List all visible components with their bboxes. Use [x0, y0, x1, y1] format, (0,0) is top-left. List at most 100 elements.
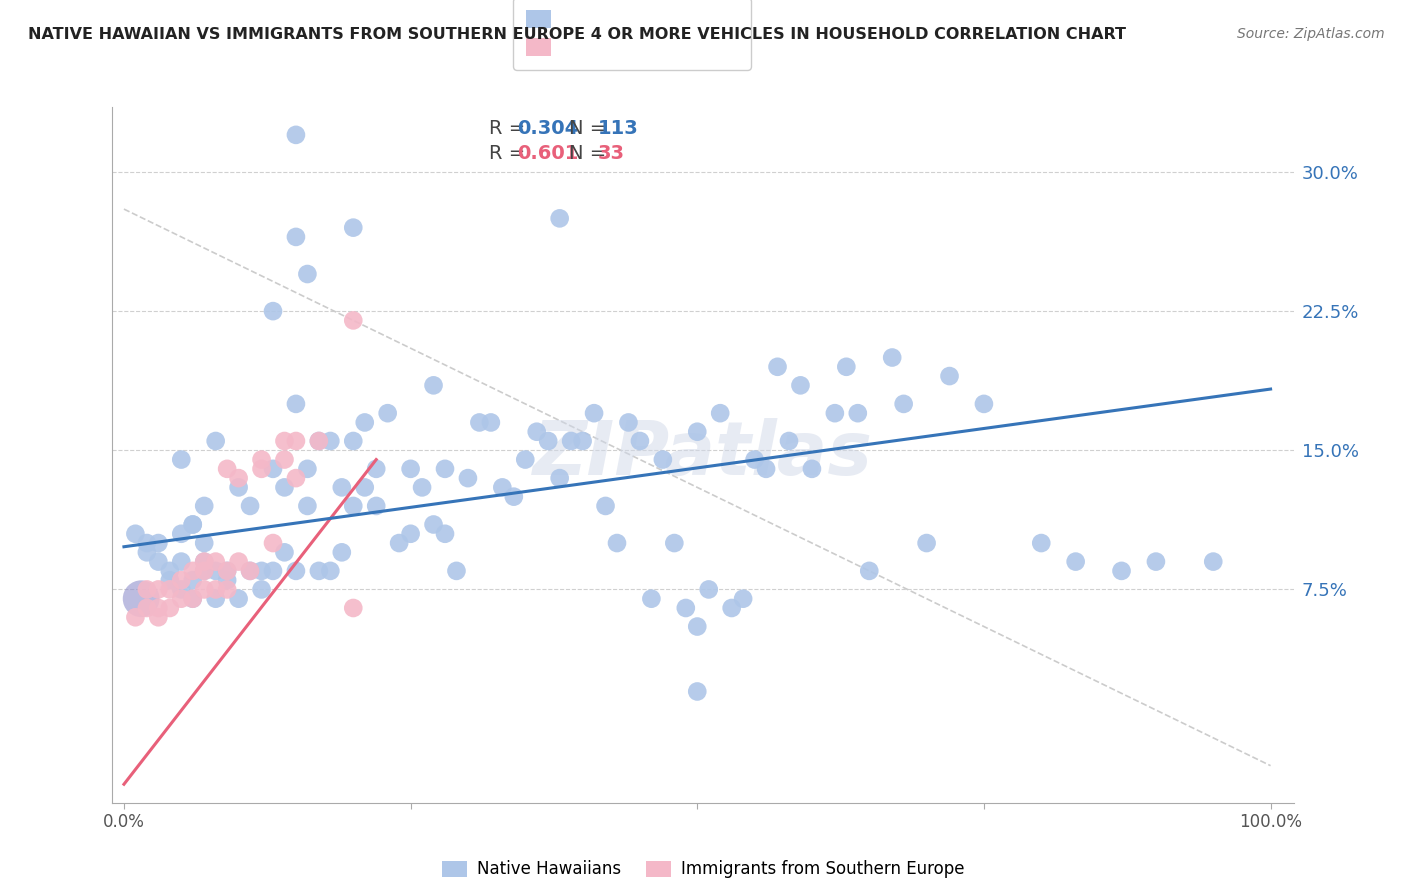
Text: 0.601: 0.601: [517, 144, 579, 163]
Point: [250, 564, 273, 578]
Point: [148, 555, 170, 569]
Point: [479, 416, 502, 430]
Point: [628, 434, 651, 448]
Point: [766, 359, 789, 374]
Point: [938, 369, 960, 384]
Point: [217, 582, 239, 597]
Point: [239, 499, 262, 513]
Point: [148, 610, 170, 624]
Point: [193, 536, 215, 550]
Point: [882, 351, 904, 365]
Point: [204, 582, 226, 597]
Point: [778, 434, 800, 448]
Point: [284, 230, 307, 244]
Point: [388, 536, 411, 550]
Point: [170, 555, 193, 569]
Point: [204, 564, 226, 578]
Point: [720, 601, 742, 615]
Point: [228, 471, 250, 485]
Point: [239, 564, 262, 578]
Point: [583, 406, 606, 420]
Point: [457, 471, 479, 485]
Point: [342, 499, 364, 513]
Legend: Native Hawaiians, Immigrants from Southern Europe: Native Hawaiians, Immigrants from Southe…: [434, 854, 972, 885]
Point: [170, 452, 193, 467]
Point: [181, 564, 204, 578]
Point: [733, 591, 755, 606]
Point: [319, 434, 342, 448]
Point: [204, 591, 226, 606]
Point: [595, 499, 617, 513]
Text: N =: N =: [569, 119, 613, 138]
Point: [135, 582, 157, 597]
Point: [250, 582, 273, 597]
Point: [422, 378, 444, 392]
Text: 33: 33: [598, 144, 624, 163]
Point: [217, 462, 239, 476]
Text: N =: N =: [569, 144, 613, 163]
Point: [755, 462, 778, 476]
Point: [353, 480, 375, 494]
Point: [193, 582, 215, 597]
Point: [835, 359, 858, 374]
Point: [651, 452, 673, 467]
Text: R =: R =: [489, 144, 531, 163]
Point: [686, 619, 709, 633]
Point: [846, 406, 869, 420]
Point: [284, 128, 307, 142]
Point: [1031, 536, 1053, 550]
Point: [297, 462, 319, 476]
Text: ZIPatlas: ZIPatlas: [533, 418, 873, 491]
Point: [284, 471, 307, 485]
Text: Source: ZipAtlas.com: Source: ZipAtlas.com: [1237, 27, 1385, 41]
Point: [148, 536, 170, 550]
Point: [686, 425, 709, 439]
Point: [297, 267, 319, 281]
Point: [1064, 555, 1087, 569]
Point: [893, 397, 915, 411]
Point: [468, 416, 491, 430]
Point: [262, 304, 284, 318]
Point: [250, 452, 273, 467]
Point: [159, 573, 181, 587]
Point: [297, 499, 319, 513]
Point: [217, 564, 239, 578]
Point: [170, 591, 193, 606]
Point: [548, 211, 571, 226]
Point: [181, 573, 204, 587]
Point: [434, 526, 457, 541]
Point: [284, 397, 307, 411]
Point: [135, 601, 157, 615]
Point: [181, 591, 204, 606]
Point: [273, 545, 295, 559]
Text: 113: 113: [598, 119, 638, 138]
Point: [124, 610, 146, 624]
Text: 0.304: 0.304: [517, 119, 579, 138]
Point: [617, 416, 640, 430]
Point: [250, 462, 273, 476]
Point: [170, 526, 193, 541]
Point: [228, 480, 250, 494]
Point: [800, 462, 823, 476]
Point: [366, 462, 388, 476]
Point: [342, 313, 364, 327]
Point: [129, 591, 152, 606]
Point: [181, 517, 204, 532]
Point: [342, 601, 364, 615]
Point: [537, 434, 560, 448]
Point: [973, 397, 995, 411]
Point: [170, 582, 193, 597]
Point: [181, 591, 204, 606]
Point: [548, 471, 571, 485]
Point: [148, 601, 170, 615]
Point: [330, 545, 353, 559]
Point: [709, 406, 731, 420]
Point: [284, 434, 307, 448]
Point: [422, 517, 444, 532]
Point: [686, 684, 709, 698]
Point: [640, 591, 662, 606]
Point: [697, 582, 720, 597]
Point: [858, 564, 880, 578]
Point: [159, 601, 181, 615]
Point: [228, 555, 250, 569]
